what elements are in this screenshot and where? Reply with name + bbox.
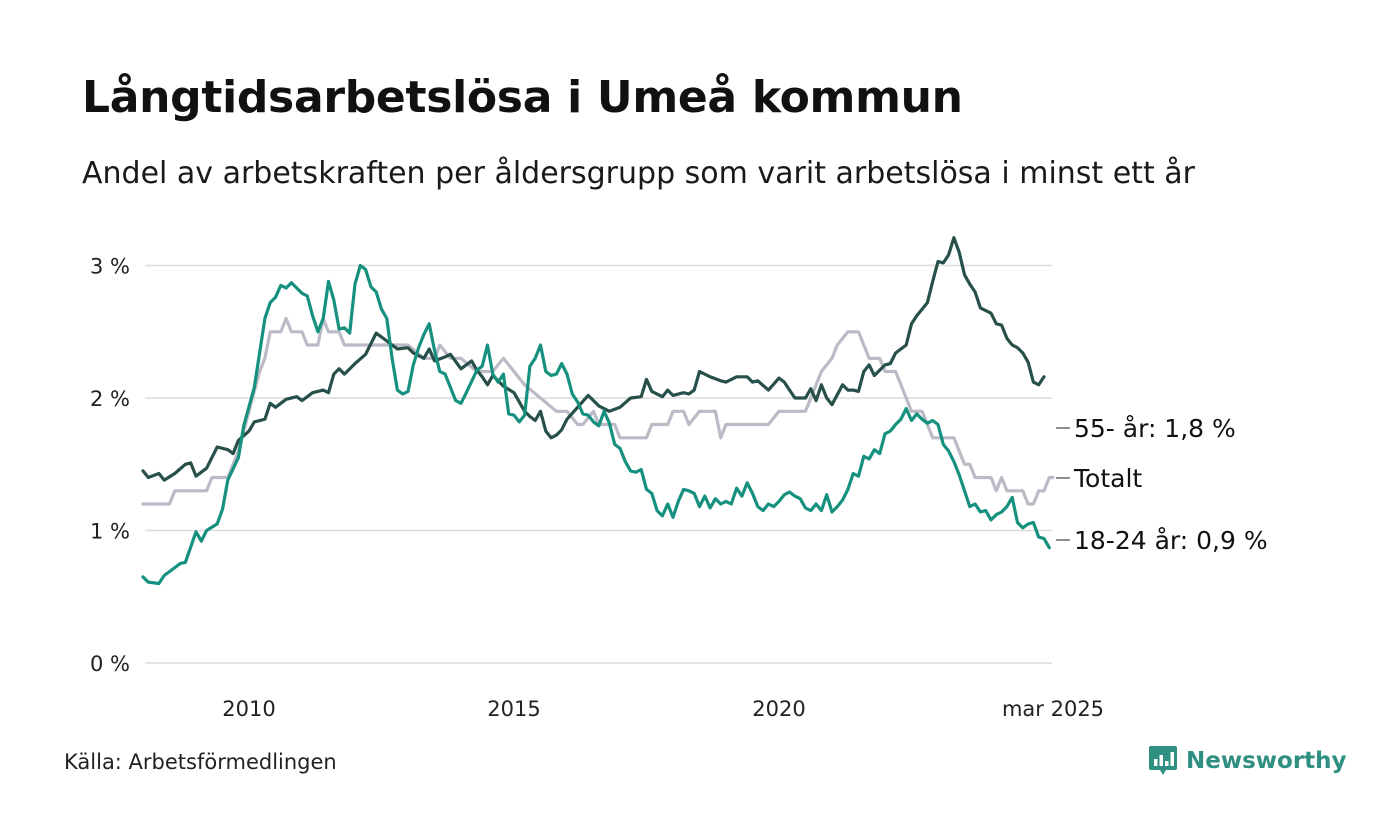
series-line-2 [141,263,1051,586]
y-tick-label: 0 % [90,652,130,676]
brand-name: Newsworthy [1186,748,1347,774]
chart-subtitle: Andel av arbetskraften per åldersgrupp s… [82,156,1195,191]
brand-logo: Newsworthy [1148,744,1347,778]
series-lines [141,236,1055,586]
x-tick-label: mar 2025 [1002,697,1104,721]
source-note: Källa: Arbetsförmedlingen [64,750,337,774]
x-tick-label: 2010 [222,697,275,721]
y-tick-label: 2 % [90,387,130,411]
series-line-1 [141,236,1046,482]
series-line-0 [141,316,1055,506]
y-axis-labels: 0 % 1 % 2 % 3 % [90,255,130,677]
chart-title: Långtidsarbetslösa i Umeå kommun [82,72,963,123]
y-tick-label: 3 % [90,255,130,279]
newsworthy-logo-icon [1149,746,1177,775]
series-end-labels: Totalt 55- år: 1,8 % 18-24 år: 0,9 % [1056,414,1268,555]
series-end-label: 55- år: 1,8 % [1074,414,1236,443]
x-axis-labels: 2010 2015 2020 mar 2025 [222,697,1104,721]
series-end-label: 18-24 år: 0,9 % [1074,526,1268,555]
x-tick-label: 2015 [487,697,540,721]
x-tick-label: 2020 [752,697,805,721]
gridlines [145,264,1052,664]
y-tick-label: 1 % [90,520,130,544]
series-end-label: Totalt [1073,464,1142,493]
